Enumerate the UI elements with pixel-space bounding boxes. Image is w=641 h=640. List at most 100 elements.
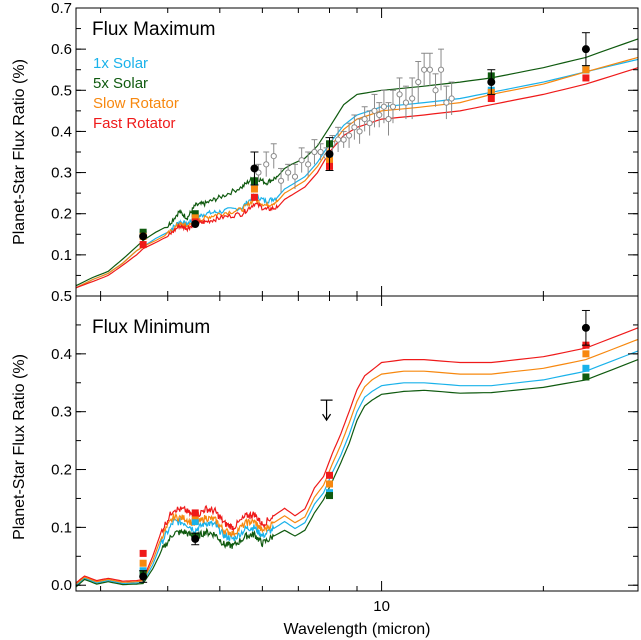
spectrum-point (380, 103, 388, 110)
spectrum-point (415, 78, 422, 86)
spectrum-point (432, 87, 439, 94)
bot-ytick-label: 0.4 (51, 346, 72, 363)
top-model-curves (75, 38, 639, 289)
observation-point (191, 220, 200, 228)
bot-ytick-label: 0.5 (51, 288, 72, 305)
top-curve-1x-solar (75, 58, 639, 289)
bot-curve-5x-solar (75, 359, 639, 588)
observation-point (581, 45, 590, 54)
spectrum-point (317, 148, 324, 156)
bot-band-point-slow-rotator (326, 480, 334, 488)
spectrum-point (385, 115, 392, 123)
observation-point (581, 323, 590, 332)
bot-band-point-fast-rotator (191, 509, 199, 517)
bot-ytick-label: 0.1 (51, 519, 72, 536)
spectrum-point (311, 148, 318, 156)
spectrum-point (402, 99, 410, 106)
spectrum-point (421, 66, 428, 73)
spectrum-point (305, 161, 312, 168)
spectrum-point (443, 99, 450, 106)
spectrum-point (298, 157, 305, 164)
bot-curve-slow-rotator (75, 338, 639, 585)
bot-band-point-fast-rotator (326, 471, 334, 479)
spectrum-point (366, 120, 373, 127)
spectrum-point (356, 128, 363, 135)
bot-band-point-5x-solar (326, 492, 334, 500)
observation-point (487, 78, 496, 87)
top-band-point-fast-rotator (582, 74, 590, 82)
x-tick-label: 10 (373, 598, 390, 615)
spectrum-point (345, 132, 353, 139)
spectrum-point (396, 91, 403, 98)
legend-item-5x-solar: 5x Solar (93, 75, 148, 92)
top-ytick-label: 0.3 (51, 165, 72, 182)
bot-curve-1x-solar (75, 350, 639, 586)
bot-band-point-1x-solar (191, 518, 199, 526)
legend-item-slow-rotator: Slow Rotator (93, 95, 179, 112)
spectrum-point (389, 103, 397, 110)
top-band-point-slow-rotator (191, 214, 199, 222)
top-band-point-slow-rotator (250, 185, 258, 193)
observation-point (139, 232, 148, 241)
bottom-plot-frame (75, 295, 639, 592)
spectrum-point (335, 136, 342, 143)
spectrum-point (291, 173, 299, 180)
top-curve-5x-solar (75, 38, 639, 287)
observation-point (191, 534, 200, 543)
top-band-point-5x-solar (139, 228, 147, 236)
observation-point (250, 164, 259, 173)
spectrum-point (285, 169, 292, 176)
bottom-model-curves (75, 327, 639, 588)
top-ytick-label: 0.5 (51, 82, 72, 99)
bot-band-point-5x-solar (582, 373, 590, 381)
legend: 1x Solar 5x Solar Slow Rotator Fast Rota… (93, 55, 179, 132)
top-ytick-label: 0.1 (51, 247, 72, 264)
bot-curve-fast-rotator (75, 327, 639, 584)
top-axis-ticks: 0.1 0.2 0.3 0.4 0.5 0.6 0.7 (51, 0, 639, 297)
top-band-point-fast-rotator (139, 241, 147, 249)
top-band-point-slow-rotator (582, 66, 590, 74)
spectrum-point (340, 136, 347, 143)
top-band-point-5x-solar (191, 210, 199, 218)
spectrum-point (277, 177, 285, 184)
top-observations (139, 32, 590, 241)
bot-ytick-label: 0.0 (51, 577, 72, 594)
legend-item-fast-rotator: Fast Rotator (93, 115, 176, 132)
spectrum-point (270, 153, 277, 160)
bot-band-point-slow-rotator (582, 350, 590, 358)
legend-item-1x-solar: 1x Solar (93, 55, 148, 72)
bottom-axis-ticks: 0.0 0.1 0.2 0.3 0.4 0.5 10 (51, 288, 639, 615)
top-ytick-label: 0.6 (51, 41, 72, 58)
upper-limit-arrowhead (322, 413, 332, 422)
observation-point (139, 572, 148, 581)
top-plot-frame (75, 7, 639, 297)
top-ytick-label: 0.7 (51, 0, 72, 17)
top-ytick-label: 0.2 (51, 206, 72, 223)
top-band-point-fast-rotator (250, 193, 258, 201)
spectrum-point (448, 95, 455, 102)
spectrum-point (361, 115, 368, 123)
spectrum-point (409, 95, 416, 102)
x-axis-title: Wavelength (micron) (283, 621, 430, 638)
top-spectrum-points (255, 48, 455, 194)
spectrum-point (437, 66, 445, 73)
spectrum-point (351, 124, 358, 131)
flux-maximum-panel: 0.1 0.2 0.3 0.4 0.5 0.6 0.7 Flux Maximum 1x So… (11, 0, 639, 297)
top-y-axis-title: Planet-Star Flux Ratio (%) (11, 59, 28, 245)
spectrum-point (376, 111, 383, 119)
bottom-panel-title: Flux Minimum (92, 317, 210, 338)
top-band-point-fast-rotator (487, 95, 495, 103)
spectrum-point (426, 66, 434, 73)
spectrum-point (263, 161, 270, 168)
flux-minimum-panel: 0.0 0.1 0.2 0.3 0.4 0.5 10 Flux Minimum Planet… (11, 288, 639, 638)
bottom-y-axis-title: Planet-Star Flux Ratio (%) (11, 354, 28, 540)
bot-ytick-label: 0.2 (51, 462, 72, 479)
observation-point (325, 150, 334, 159)
bot-band-point-1x-solar (582, 364, 590, 372)
bot-band-point-fast-rotator (139, 549, 147, 557)
spectrum-point (371, 107, 378, 114)
top-ytick-label: 0.4 (51, 123, 72, 140)
bot-band-point-slow-rotator (139, 559, 147, 567)
bottom-observations (139, 309, 590, 583)
